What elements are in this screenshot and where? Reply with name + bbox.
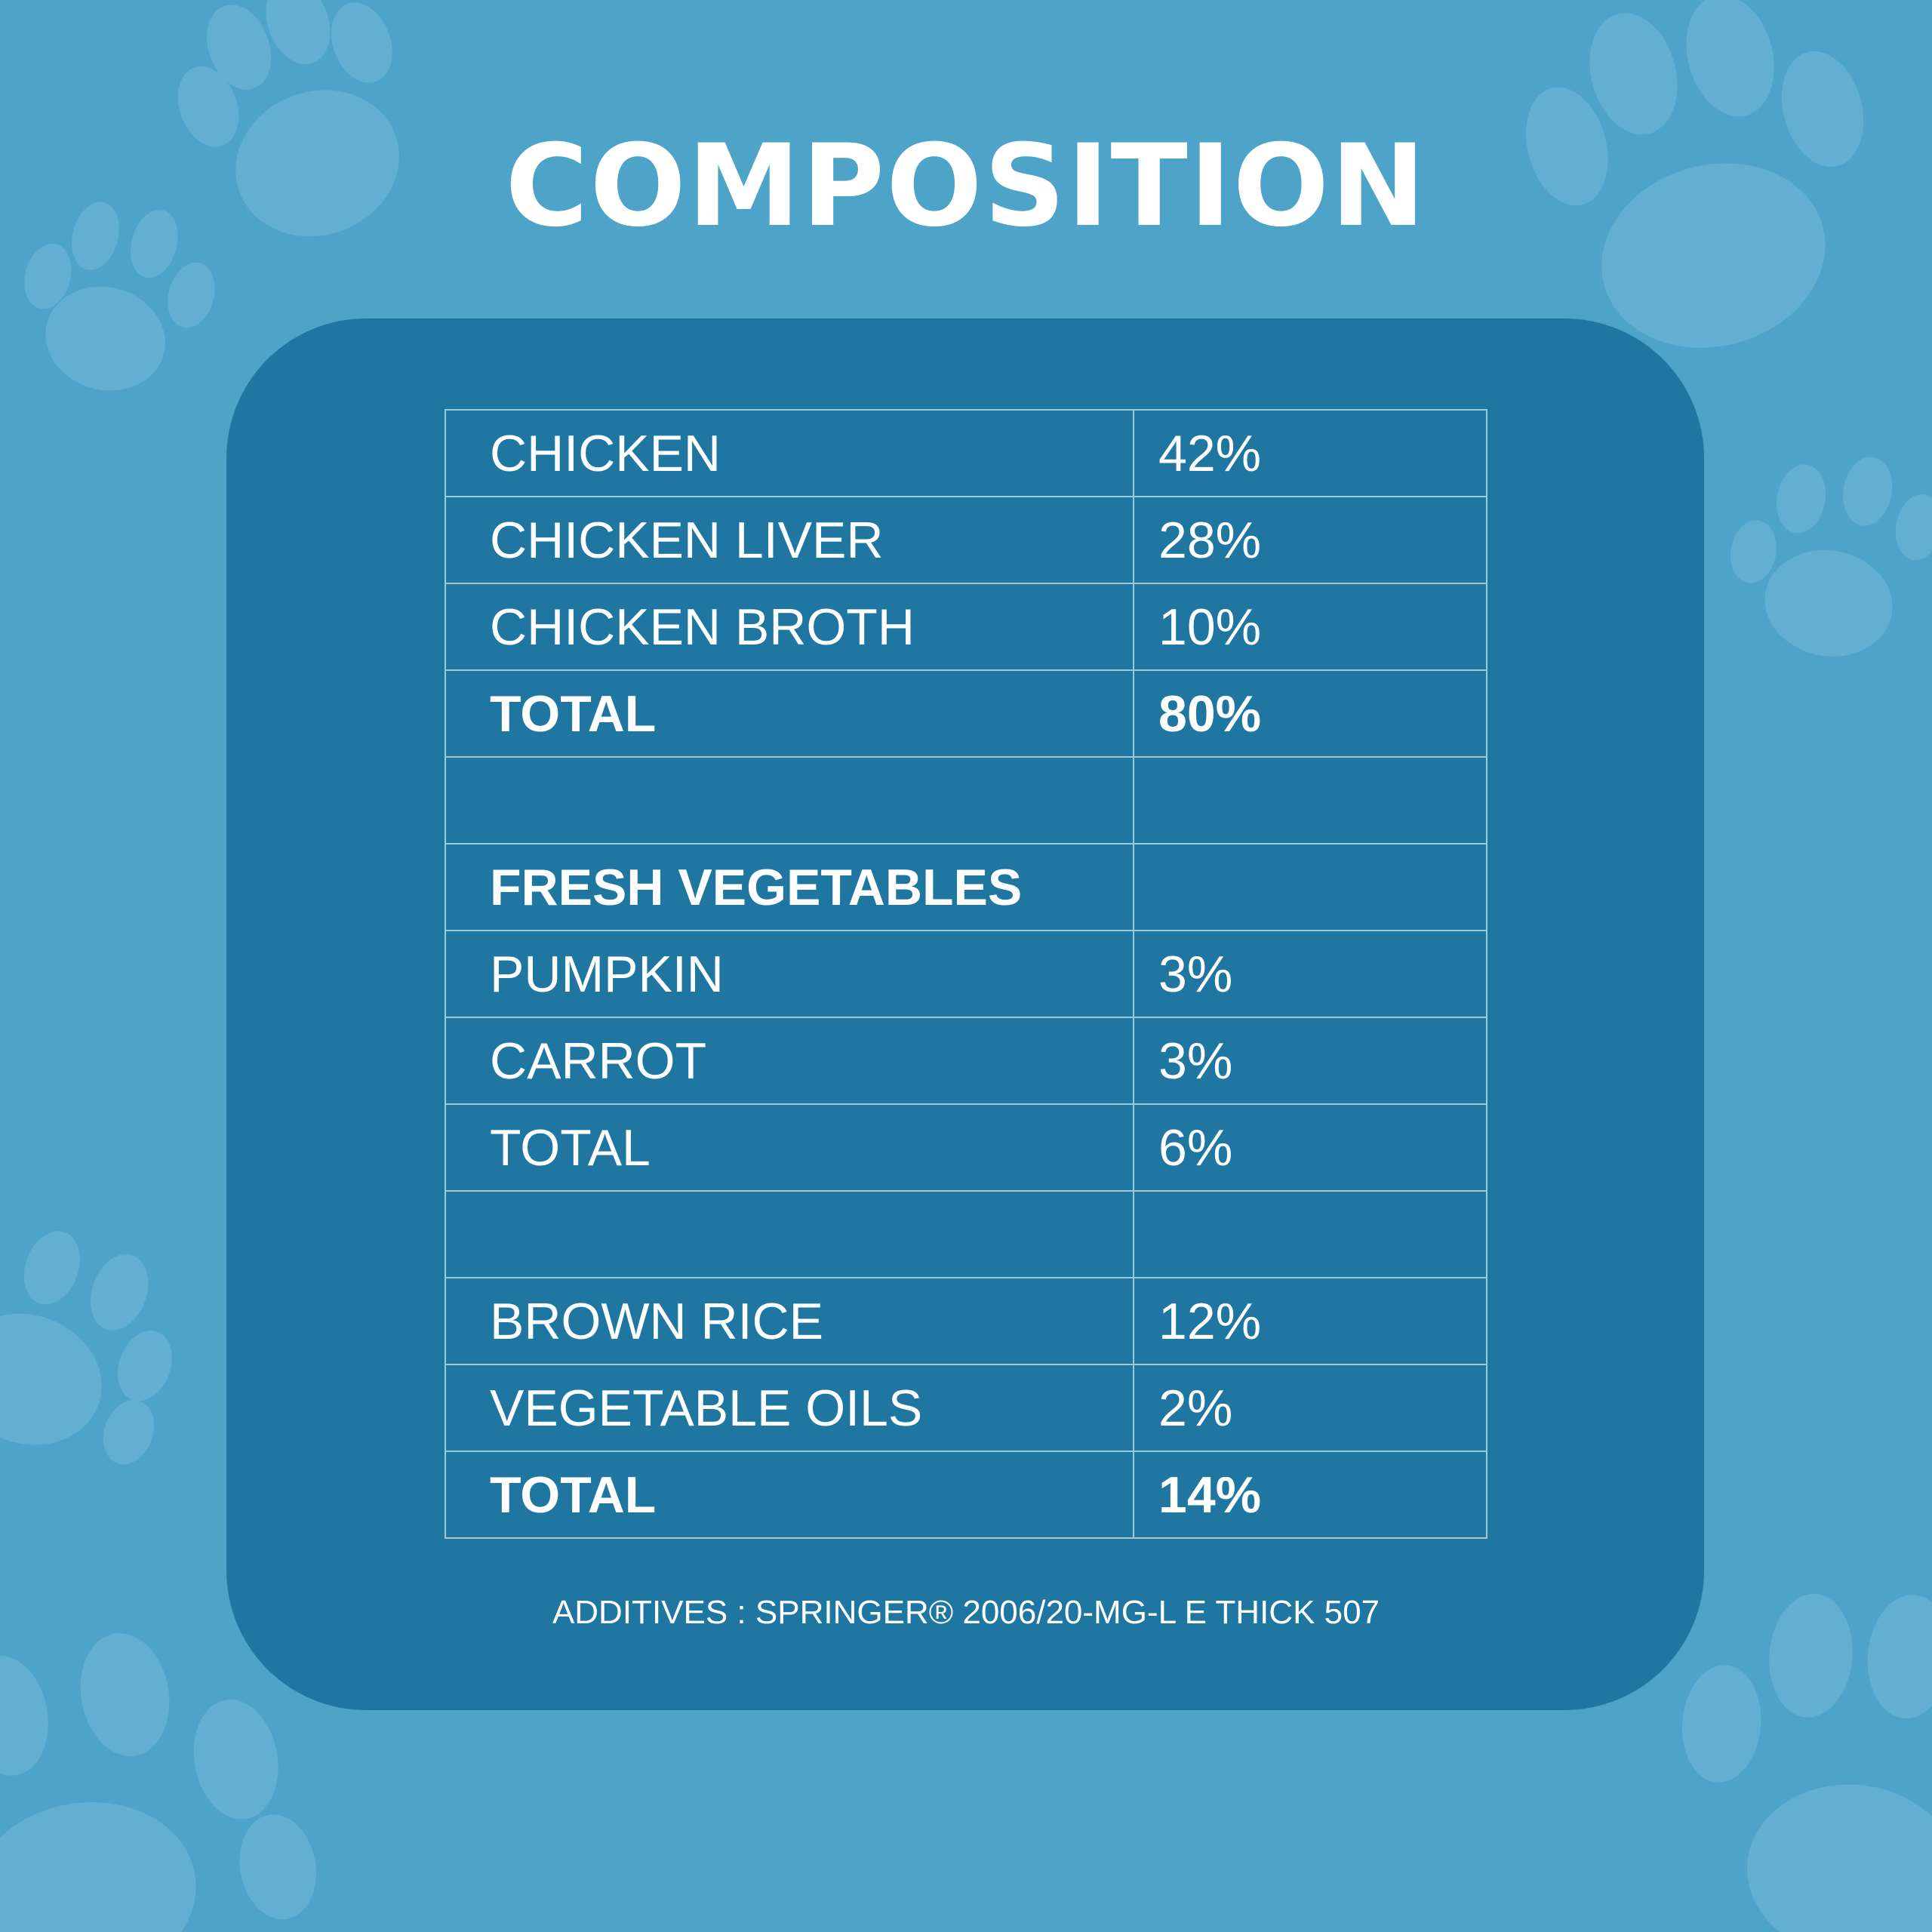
table-row: CARROT 3% (445, 1017, 1487, 1105)
table-row: BROWN RICE 12% (445, 1277, 1487, 1365)
ingredient-name: BROWN RICE (445, 1277, 1134, 1365)
paw-print-icon (1525, 0, 1864, 348)
total-label: TOTAL (445, 1103, 1134, 1192)
paw-print-icon (1730, 457, 1932, 657)
ingredient-name: CARROT (445, 1017, 1134, 1105)
table-row: PUMPKIN 3% (445, 930, 1487, 1018)
total-row: TOTAL 14% (445, 1451, 1487, 1539)
total-percent: 80% (1133, 669, 1487, 758)
total-percent: 14% (1133, 1451, 1487, 1539)
ingredient-percent: 2% (1133, 1364, 1487, 1452)
ingredient-percent: 28% (1133, 496, 1487, 584)
table-row: CHICKEN LIVER 28% (445, 496, 1487, 584)
total-row: TOTAL 6% (445, 1103, 1487, 1192)
ingredient-percent: 42% (1133, 409, 1487, 497)
total-row: TOTAL 80% (445, 669, 1487, 758)
table-row: CHICKEN BROTH 10% (445, 583, 1487, 671)
section-heading: FRESH VEGETABLES (445, 843, 1134, 931)
ingredient-name: VEGETABLE OILS (445, 1364, 1134, 1452)
empty-cell (445, 1190, 1134, 1278)
table-row: VEGETABLE OILS 2% (445, 1364, 1487, 1452)
ingredient-percent: 10% (1133, 583, 1487, 671)
page-title: COMPOSITION (505, 121, 1427, 252)
empty-cell (1133, 843, 1487, 931)
empty-cell (1133, 1190, 1487, 1278)
empty-cell (1133, 756, 1487, 844)
ingredient-percent: 3% (1133, 1017, 1487, 1105)
paw-print-icon (0, 1231, 172, 1465)
spacer-row (445, 756, 1487, 844)
paw-print-icon (24, 202, 215, 391)
table-row: CHICKEN 42% (445, 409, 1487, 497)
total-label: TOTAL (445, 1451, 1134, 1539)
section-header-row: FRESH VEGETABLES (445, 843, 1487, 931)
ingredient-name: CHICKEN LIVER (445, 496, 1134, 584)
additives-note: ADDITIVES : SPRINGER® 2006/20-MG-L E THI… (552, 1594, 1380, 1631)
composition-table: CHICKEN 42% CHICKEN LIVER 28% CHICKEN BR… (445, 409, 1487, 1539)
total-percent: 6% (1133, 1103, 1487, 1192)
ingredient-name: PUMPKIN (445, 930, 1134, 1018)
paw-print-icon (0, 1633, 316, 1932)
total-label: TOTAL (445, 669, 1134, 758)
paw-print-icon (1681, 1594, 1932, 1932)
empty-cell (445, 756, 1134, 844)
ingredient-name: CHICKEN (445, 409, 1134, 497)
ingredient-name: CHICKEN BROTH (445, 583, 1134, 671)
spacer-row (445, 1190, 1487, 1278)
ingredient-percent: 12% (1133, 1277, 1487, 1365)
paw-print-icon (177, 0, 399, 237)
ingredient-percent: 3% (1133, 930, 1487, 1018)
